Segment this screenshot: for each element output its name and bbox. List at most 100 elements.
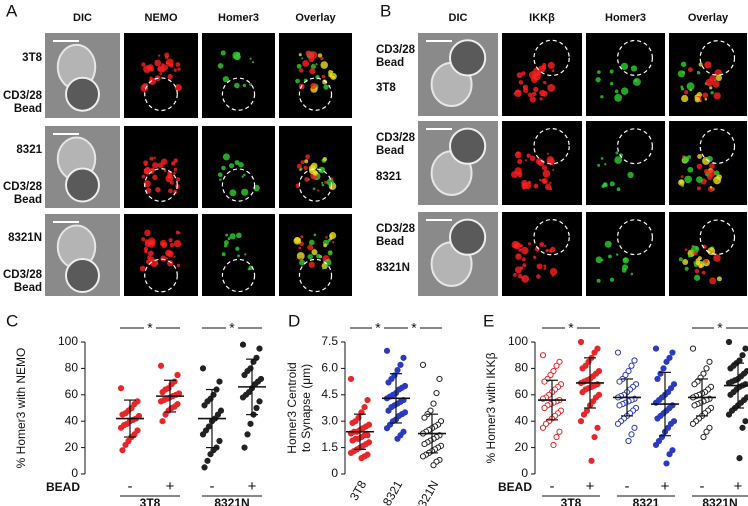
significance-star: * bbox=[375, 320, 381, 336]
fluor-spot bbox=[535, 158, 543, 165]
panel-letter: E bbox=[483, 311, 494, 330]
fluor-spot bbox=[704, 97, 708, 101]
x-axis-label: BEAD bbox=[498, 480, 532, 494]
fluor-spot bbox=[149, 156, 154, 161]
fluor-spot bbox=[696, 186, 701, 191]
fluor-spot bbox=[298, 246, 302, 250]
data-point bbox=[689, 420, 697, 427]
y-axis-label: % Homer3 with IKKβ bbox=[484, 352, 498, 463]
data-point bbox=[742, 418, 748, 425]
fluor-spot bbox=[608, 254, 612, 259]
fluor-spot bbox=[551, 274, 554, 277]
fluor-spot bbox=[161, 158, 168, 165]
y-tick-label: 80 bbox=[515, 361, 529, 375]
fluor-spot bbox=[517, 159, 523, 165]
data-point bbox=[239, 341, 247, 348]
fluor-spot bbox=[321, 181, 324, 184]
fluor-spot bbox=[695, 246, 699, 251]
fluor-spot bbox=[331, 241, 335, 244]
fluor-spot bbox=[702, 260, 706, 264]
significance-star: * bbox=[717, 320, 723, 336]
fluor-spot bbox=[704, 61, 712, 69]
fluor-spot bbox=[176, 177, 181, 182]
data-point bbox=[663, 460, 670, 467]
micrograph bbox=[124, 214, 198, 296]
fluor-spot bbox=[244, 253, 247, 256]
group-label: 3T8 bbox=[561, 496, 582, 506]
data-point bbox=[625, 437, 632, 445]
micrograph bbox=[669, 33, 747, 116]
fluor-spot bbox=[706, 155, 713, 163]
micrograph bbox=[502, 33, 582, 116]
fluor-spot bbox=[148, 250, 154, 257]
data-point bbox=[616, 378, 623, 385]
bead-outline bbox=[616, 128, 653, 165]
fluor-spot bbox=[552, 168, 555, 172]
fluor-spot bbox=[541, 165, 548, 171]
fluor-spot bbox=[147, 64, 154, 71]
fluor-spot bbox=[313, 233, 317, 237]
fluor-spot bbox=[322, 79, 328, 85]
data-point bbox=[670, 381, 678, 388]
fluor-spot bbox=[159, 239, 167, 247]
x-tick-label: - bbox=[550, 478, 555, 495]
data-point bbox=[652, 345, 660, 352]
row-label: 3T8 bbox=[22, 51, 42, 64]
fluor-spot bbox=[688, 67, 693, 73]
bead-outline bbox=[298, 258, 333, 293]
y-tick-label: 40 bbox=[515, 413, 529, 427]
fluor-background bbox=[502, 212, 582, 296]
fluor-spot bbox=[529, 96, 536, 103]
fluor-background bbox=[586, 33, 665, 116]
fluor-spot bbox=[144, 249, 148, 252]
data-point bbox=[628, 431, 635, 438]
fluor-spot bbox=[141, 237, 146, 242]
column-header: DIC bbox=[73, 12, 92, 24]
fluor-spot bbox=[251, 61, 255, 64]
fluor-spot bbox=[322, 157, 328, 162]
fluor-spot bbox=[713, 92, 721, 100]
data-point bbox=[541, 378, 548, 385]
fluor-spot bbox=[526, 153, 531, 158]
fluor-spot bbox=[173, 68, 177, 72]
significance-star: * bbox=[568, 320, 574, 336]
fluor-spot bbox=[152, 174, 158, 180]
fluor-spot bbox=[696, 163, 703, 170]
fluor-spot bbox=[614, 156, 622, 164]
fluor-spot bbox=[325, 236, 328, 239]
micrograph bbox=[586, 212, 665, 296]
x-tick-label: + bbox=[586, 478, 595, 495]
fluor-spot bbox=[615, 253, 619, 256]
micrograph bbox=[45, 214, 120, 296]
row-label: CD3/28 Bead bbox=[3, 89, 42, 115]
data-point bbox=[669, 447, 676, 454]
micrograph bbox=[202, 126, 275, 208]
data-point bbox=[247, 420, 254, 427]
data-point bbox=[419, 453, 427, 460]
fluor-spot bbox=[514, 89, 522, 97]
x-tick-label: - bbox=[700, 478, 705, 495]
fluor-spot bbox=[160, 255, 167, 262]
fluor-spot bbox=[167, 73, 173, 80]
data-point bbox=[542, 420, 550, 427]
fluor-spot bbox=[309, 239, 315, 246]
fluor-spot bbox=[150, 259, 159, 267]
micrograph bbox=[279, 214, 352, 296]
data-point bbox=[162, 411, 169, 418]
fluor-spot bbox=[682, 155, 690, 163]
fluor-spot bbox=[520, 246, 529, 255]
data-point bbox=[117, 385, 125, 392]
fluor-spot bbox=[714, 170, 720, 176]
data-point bbox=[700, 433, 707, 441]
data-point bbox=[436, 375, 443, 383]
fluor-spot bbox=[165, 249, 172, 257]
data-point bbox=[430, 400, 437, 407]
fluor-spot bbox=[152, 162, 159, 169]
fluor-spot bbox=[713, 254, 721, 262]
bead-outline bbox=[533, 127, 570, 165]
fluor-spot bbox=[308, 167, 316, 175]
fluor-spot bbox=[521, 276, 524, 279]
row-label: 8321N bbox=[376, 262, 410, 275]
y-axis-label: Homer3 Centroid bbox=[285, 362, 299, 453]
fluor-spot bbox=[168, 238, 173, 243]
